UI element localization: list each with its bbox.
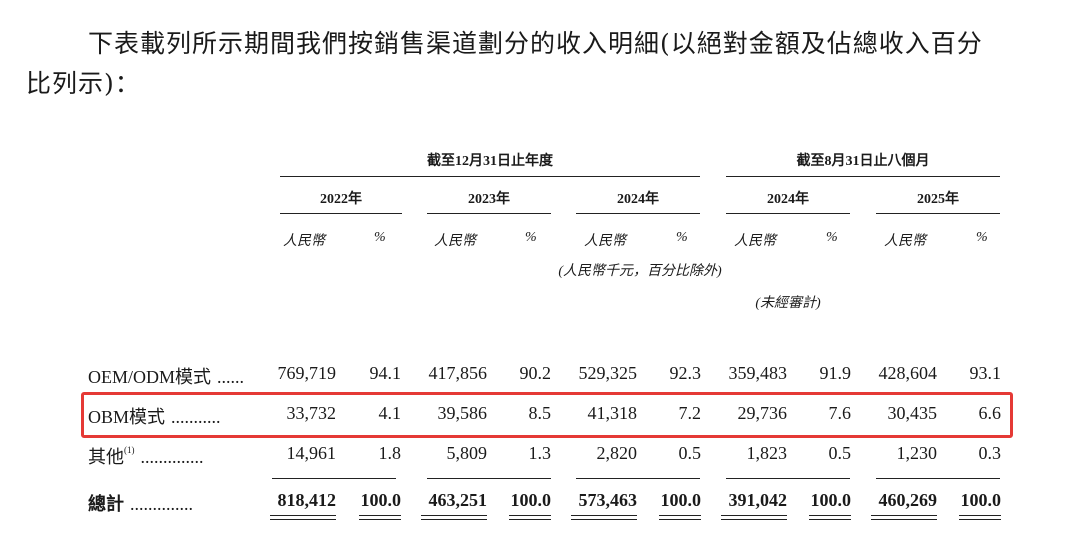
- group-header-rule-2: [726, 176, 1000, 177]
- double-underline: [809, 515, 851, 520]
- year-rule-2025-8m: [876, 213, 1000, 214]
- value-cell: 1,823: [746, 443, 788, 463]
- value-cell: 0.5: [678, 443, 702, 463]
- row-label: 其他(1)..............: [88, 443, 204, 469]
- subtotal-rule: [726, 478, 850, 479]
- value-cell: 14,961: [286, 443, 337, 463]
- value-cell: 91.9: [819, 363, 852, 383]
- double-underline: [421, 515, 487, 520]
- unit-pct-4: %: [826, 230, 838, 245]
- intro-line-2: 比列示)：: [26, 69, 141, 98]
- value-cell: 7.6: [828, 403, 852, 423]
- total-cell: 100.0: [360, 490, 402, 510]
- intro-paragraph: 下表載列所示期間我們按銷售渠道劃分的收入明細(以絕對金額及佔總收入百分 比列示)…: [26, 24, 1026, 104]
- year-rule-2023: [427, 213, 551, 214]
- value-cell: 92.3: [669, 363, 702, 383]
- row-label-text: OBM模式: [88, 407, 166, 427]
- year-rule-2024: [576, 213, 700, 214]
- total-cell: 463,251: [428, 490, 488, 510]
- double-underline: [871, 515, 937, 520]
- double-underline: [359, 515, 401, 520]
- subtotal-rule: [272, 478, 396, 479]
- value-cell: 94.1: [369, 363, 402, 383]
- leader-dots: ..............: [130, 494, 193, 514]
- row-label-text: OEM/ODM模式: [88, 367, 212, 387]
- value-cell: 1,230: [896, 443, 938, 463]
- value-cell: 5,809: [446, 443, 488, 463]
- footnote-marker: (1): [124, 445, 135, 455]
- value-cell: 4.1: [378, 403, 402, 423]
- year-header-2022: 2022年: [320, 192, 362, 207]
- double-underline: [659, 515, 701, 520]
- value-cell: 6.6: [978, 403, 1002, 423]
- total-cell: 100.0: [660, 490, 702, 510]
- value-cell: 7.2: [678, 403, 702, 423]
- row-label-text: 其他: [88, 447, 124, 467]
- total-cell: 460,269: [878, 490, 938, 510]
- leader-dots: ...........: [171, 407, 221, 427]
- unit-pct-5: %: [976, 230, 988, 245]
- unit-rmb-1: 人民幣: [283, 234, 325, 249]
- value-cell: 0.5: [828, 443, 852, 463]
- subtotal-rule: [876, 478, 1000, 479]
- leader-dots: ......: [217, 367, 245, 387]
- value-cell: 359,483: [728, 363, 788, 383]
- row-label: OEM/ODM模式......: [88, 363, 244, 389]
- double-underline: [270, 515, 336, 520]
- total-cell: 100.0: [810, 490, 852, 510]
- unit-pct-3: %: [676, 230, 688, 245]
- unit-rmb-2: 人民幣: [434, 234, 476, 249]
- row-label: 總計..............: [88, 490, 193, 516]
- value-cell: 1.8: [378, 443, 402, 463]
- subtotal-rule: [576, 478, 700, 479]
- unit-rmb-4: 人民幣: [734, 234, 776, 249]
- double-underline: [509, 515, 551, 520]
- unit-pct-2: %: [525, 230, 537, 245]
- unit-pct-1: %: [374, 230, 386, 245]
- total-cell: 100.0: [960, 490, 1002, 510]
- value-cell: 90.2: [519, 363, 552, 383]
- group-header-rule-1: [280, 176, 700, 177]
- value-cell: 39,586: [437, 403, 488, 423]
- value-cell: 8.5: [528, 403, 552, 423]
- unaudited-note: (未經審計): [755, 296, 821, 311]
- value-cell: 529,325: [578, 363, 638, 383]
- unit-rmb-3: 人民幣: [584, 234, 626, 249]
- value-cell: 1.3: [528, 443, 552, 463]
- value-cell: 29,736: [737, 403, 788, 423]
- year-header-2025-8m: 2025年: [917, 192, 959, 207]
- group-header-fiscal-years: 截至12月31日止年度: [427, 154, 553, 169]
- total-cell: 573,463: [578, 490, 638, 510]
- double-underline: [571, 515, 637, 520]
- row-label-text: 總計: [88, 494, 124, 514]
- value-cell: 30,435: [887, 403, 938, 423]
- leader-dots: ..............: [140, 447, 204, 467]
- intro-line-1: 下表載列所示期間我們按銷售渠道劃分的收入明細(以絕對金額及佔總收入百分: [88, 29, 983, 58]
- value-cell: 33,732: [286, 403, 337, 423]
- total-cell: 818,412: [277, 490, 337, 510]
- unit-note: (人民幣千元，百分比除外): [558, 264, 722, 279]
- subtotal-rule: [427, 478, 551, 479]
- group-header-eight-months: 截至8月31日止八個月: [796, 154, 930, 169]
- total-cell: 391,042: [728, 490, 788, 510]
- value-cell: 769,719: [277, 363, 337, 383]
- row-label: OBM模式...........: [88, 403, 221, 429]
- unit-rmb-5: 人民幣: [884, 234, 926, 249]
- year-header-2024: 2024年: [617, 192, 659, 207]
- value-cell: 0.3: [978, 443, 1002, 463]
- highlight-box-obm-row: [81, 392, 1013, 438]
- value-cell: 428,604: [878, 363, 938, 383]
- value-cell: 41,318: [587, 403, 638, 423]
- year-rule-2022: [280, 213, 402, 214]
- double-underline: [721, 515, 787, 520]
- year-header-2023: 2023年: [468, 192, 510, 207]
- year-rule-2024-8m: [726, 213, 850, 214]
- double-underline: [959, 515, 1001, 520]
- value-cell: 2,820: [596, 443, 638, 463]
- value-cell: 93.1: [969, 363, 1002, 383]
- total-cell: 100.0: [510, 490, 552, 510]
- year-header-2024-8m: 2024年: [767, 192, 809, 207]
- value-cell: 417,856: [428, 363, 488, 383]
